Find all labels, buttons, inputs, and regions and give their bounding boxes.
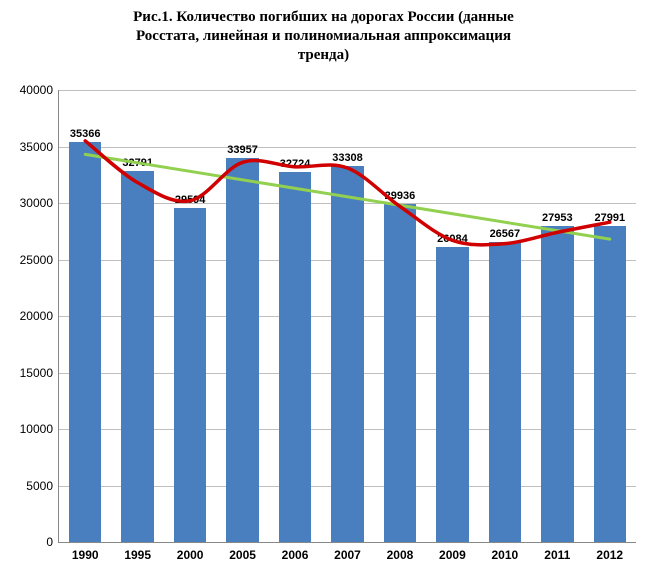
x-tick-label: 2011 bbox=[544, 542, 570, 562]
x-tick-label: 2005 bbox=[229, 542, 256, 562]
y-tick-label: 10000 bbox=[20, 422, 59, 436]
trend-polynomial bbox=[85, 141, 610, 245]
y-tick-label: 25000 bbox=[20, 253, 59, 267]
x-tick-label: 1990 bbox=[72, 542, 99, 562]
x-tick-label: 2010 bbox=[492, 542, 519, 562]
y-tick-label: 0 bbox=[46, 535, 59, 549]
y-tick-label: 30000 bbox=[20, 196, 59, 210]
x-tick-label: 1995 bbox=[124, 542, 151, 562]
x-tick-label: 2000 bbox=[177, 542, 204, 562]
x-tick-label: 2009 bbox=[439, 542, 466, 562]
trend-overlay bbox=[59, 90, 636, 542]
plot-area: 0500010000150002000025000300003500040000… bbox=[58, 90, 636, 543]
y-tick-label: 40000 bbox=[20, 83, 59, 97]
chart-container: Рис.1. Количество погибших на дорогах Ро… bbox=[0, 0, 647, 577]
y-tick-label: 35000 bbox=[20, 140, 59, 154]
chart-title: Рис.1. Количество погибших на дорогах Ро… bbox=[0, 8, 647, 64]
y-tick-label: 15000 bbox=[20, 366, 59, 380]
y-tick-label: 5000 bbox=[26, 479, 59, 493]
x-tick-label: 2008 bbox=[387, 542, 414, 562]
x-tick-label: 2012 bbox=[596, 542, 623, 562]
x-tick-label: 2006 bbox=[282, 542, 309, 562]
y-tick-label: 20000 bbox=[20, 309, 59, 323]
x-tick-label: 2007 bbox=[334, 542, 361, 562]
